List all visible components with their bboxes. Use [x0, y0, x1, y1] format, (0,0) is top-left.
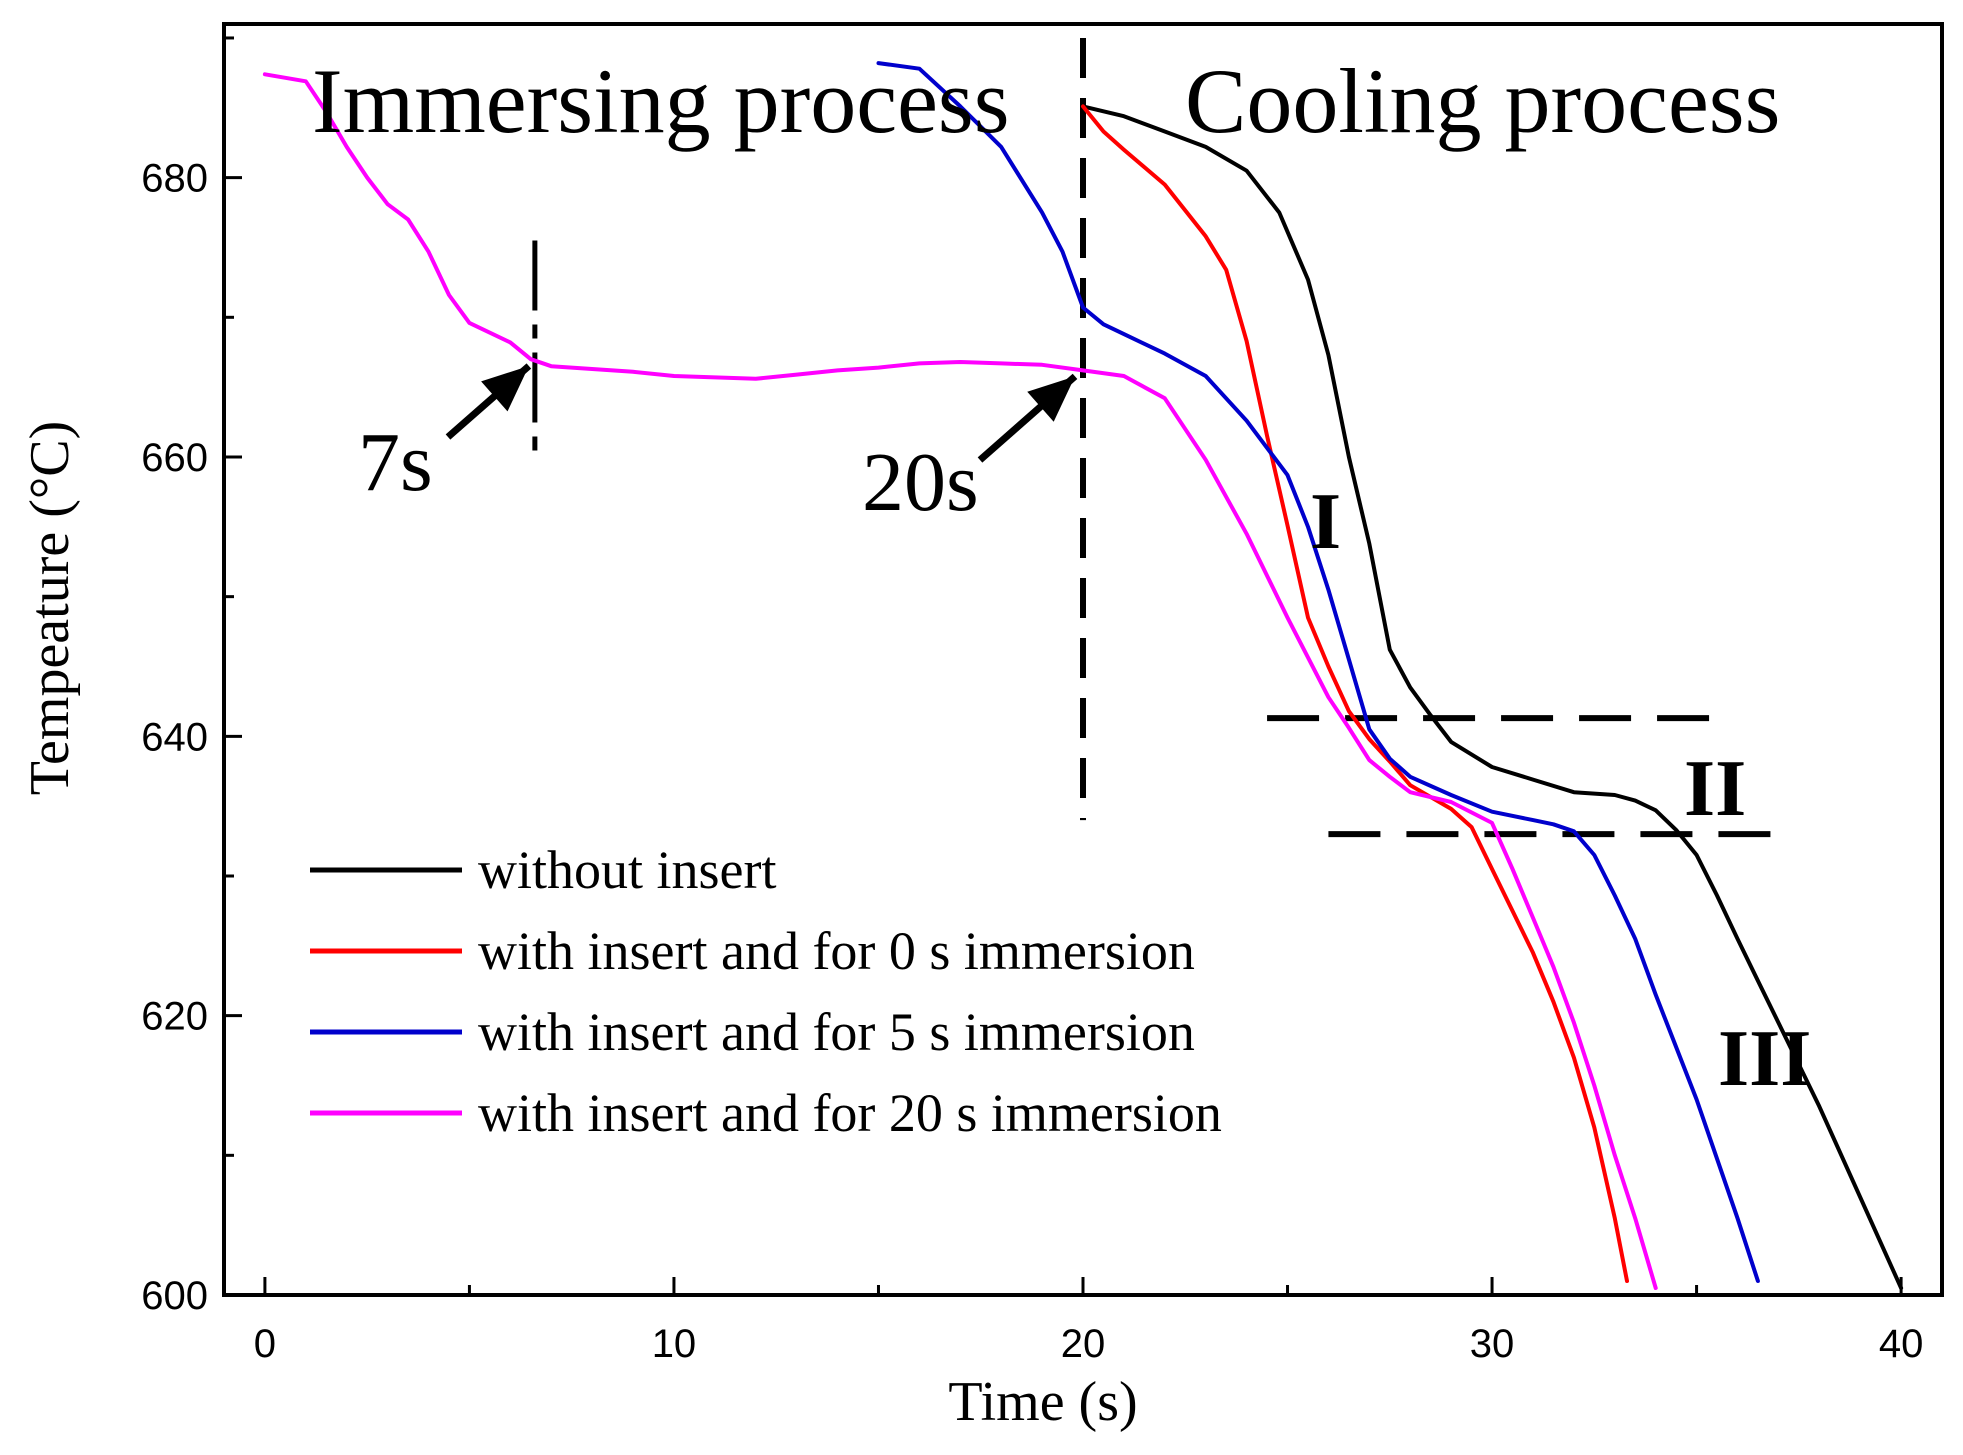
legend-label-20s-immersion: with insert and for 20 s immersion	[478, 1083, 1222, 1143]
y-tick-label-640: 640	[141, 715, 208, 759]
stage-2-label: II	[1684, 745, 1746, 833]
y-axis-title: Tempeature (°C)	[19, 421, 81, 796]
x-tick-label-30: 30	[1470, 1322, 1515, 1366]
legend-label-5s-immersion: with insert and for 5 s immersion	[478, 1002, 1195, 1062]
stage-1-label: I	[1310, 478, 1341, 566]
series-5s-immersion	[876, 61, 1760, 1283]
series-without-insert	[1081, 104, 1904, 1290]
axis-ticks	[224, 36, 1903, 1297]
series-0s-immersion	[1081, 104, 1629, 1283]
annotation-arrows	[445, 363, 1078, 463]
x-tick-label-40: 40	[1879, 1322, 1924, 1366]
y-tick-label-680: 680	[141, 157, 208, 201]
legend-label-0s-immersion: with insert and for 0 s immersion	[478, 921, 1195, 981]
arrow-7s-head	[481, 366, 529, 412]
x-tick-label-20: 20	[1061, 1322, 1106, 1366]
stage-3-label: III	[1718, 1015, 1811, 1103]
series-lines	[262, 61, 1904, 1290]
axis-tick-labels: 0 10 20 30 40 600 620 640 660 680	[141, 157, 1923, 1366]
series-20s-immersion	[262, 72, 1658, 1290]
legend-label-without-insert: without insert	[478, 840, 776, 900]
x-tick-label-0: 0	[254, 1322, 276, 1366]
cooling-process-label: Cooling process	[1185, 50, 1780, 152]
x-axis-title: Time (s)	[948, 1371, 1137, 1433]
reference-lines	[532, 37, 1779, 838]
x-tick-label-10: 10	[652, 1322, 697, 1366]
arrow-20s-head	[1027, 376, 1075, 422]
y-tick-label-620: 620	[141, 995, 208, 1039]
y-tick-label-660: 660	[141, 436, 208, 480]
legend: without insert with insert and for 0 s i…	[310, 840, 1222, 1143]
arrow-7s-label: 7s	[358, 416, 433, 509]
arrow-20s-label: 20s	[862, 436, 979, 529]
y-tick-label-600: 600	[141, 1274, 208, 1318]
immersing-process-label: Immersing process	[312, 50, 1010, 152]
